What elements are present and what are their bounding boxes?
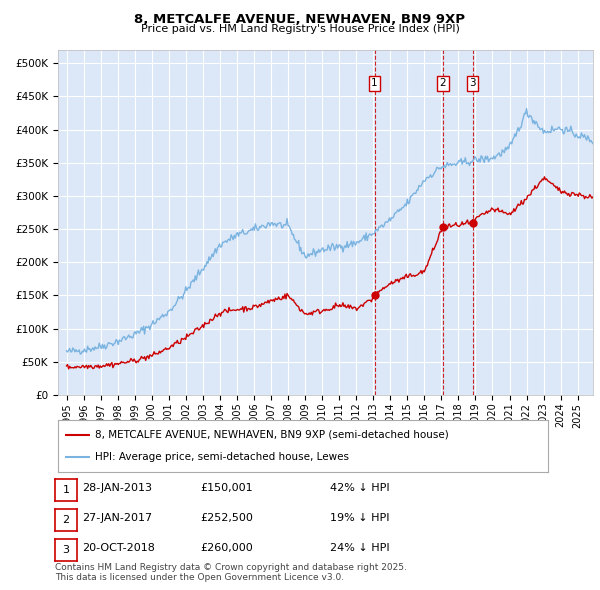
Text: 8, METCALFE AVENUE, NEWHAVEN, BN9 9XP: 8, METCALFE AVENUE, NEWHAVEN, BN9 9XP (134, 13, 466, 26)
Text: 19% ↓ HPI: 19% ↓ HPI (330, 513, 389, 523)
Text: 28-JAN-2013: 28-JAN-2013 (82, 483, 152, 493)
Text: 2: 2 (439, 78, 446, 88)
Text: 24% ↓ HPI: 24% ↓ HPI (330, 543, 389, 553)
Text: 20-OCT-2018: 20-OCT-2018 (82, 543, 155, 553)
Text: Contains HM Land Registry data © Crown copyright and database right 2025.
This d: Contains HM Land Registry data © Crown c… (55, 563, 407, 582)
Text: 27-JAN-2017: 27-JAN-2017 (82, 513, 152, 523)
Text: 1: 1 (62, 485, 70, 495)
Text: Price paid vs. HM Land Registry's House Price Index (HPI): Price paid vs. HM Land Registry's House … (140, 24, 460, 34)
Text: £260,000: £260,000 (200, 543, 253, 553)
Text: 42% ↓ HPI: 42% ↓ HPI (330, 483, 389, 493)
Text: 3: 3 (469, 78, 476, 88)
Text: 8, METCALFE AVENUE, NEWHAVEN, BN9 9XP (semi-detached house): 8, METCALFE AVENUE, NEWHAVEN, BN9 9XP (s… (95, 430, 449, 440)
Text: £252,500: £252,500 (200, 513, 253, 523)
Text: 2: 2 (62, 515, 70, 525)
Text: HPI: Average price, semi-detached house, Lewes: HPI: Average price, semi-detached house,… (95, 453, 349, 463)
Text: £150,001: £150,001 (200, 483, 253, 493)
Text: 1: 1 (371, 78, 378, 88)
Text: 3: 3 (62, 545, 70, 555)
